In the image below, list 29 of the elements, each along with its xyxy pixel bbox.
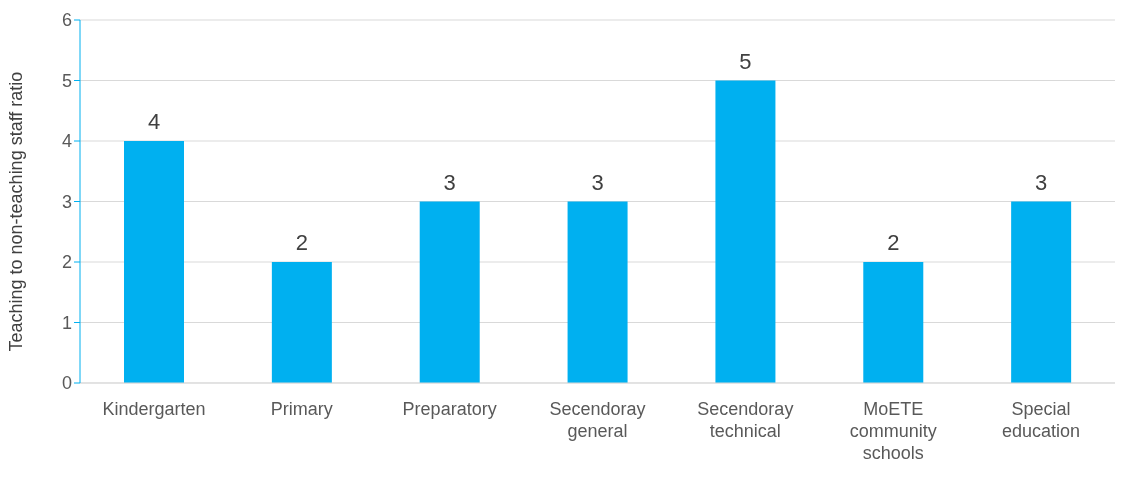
data-label: 2 bbox=[887, 230, 900, 255]
y-tick-label: 2 bbox=[61, 252, 72, 273]
x-tick-label: Kindergarten bbox=[102, 399, 206, 419]
x-tick-label: Secendoray general bbox=[549, 399, 646, 441]
data-label: 3 bbox=[1035, 169, 1048, 195]
y-tick-label: 1 bbox=[61, 312, 72, 333]
data-label: 5 bbox=[739, 48, 752, 74]
y-axis-title: Teaching to non-teaching staff ratio bbox=[6, 71, 27, 352]
bar bbox=[419, 201, 480, 383]
x-tick-label: Primary bbox=[270, 399, 333, 419]
y-tick-label: 3 bbox=[61, 191, 72, 212]
y-tick-label: 4 bbox=[61, 131, 72, 152]
data-label: 4 bbox=[147, 109, 161, 134]
bar bbox=[567, 201, 628, 383]
y-tick-label: 6 bbox=[61, 10, 72, 31]
data-label: 3 bbox=[443, 169, 456, 195]
x-tick-label: Preparatory bbox=[402, 399, 497, 419]
bar bbox=[863, 262, 924, 383]
bar bbox=[715, 80, 776, 383]
x-tick-label: Secendoray technical bbox=[697, 399, 794, 441]
bar bbox=[271, 262, 332, 383]
bar bbox=[124, 141, 184, 383]
y-tick-label: 0 bbox=[61, 373, 72, 394]
data-label: 2 bbox=[295, 230, 308, 255]
bar bbox=[1011, 201, 1072, 383]
x-tick-label: Special education bbox=[1002, 399, 1081, 441]
y-tick-label: 5 bbox=[61, 70, 72, 91]
x-tick-label: MoETE community schools bbox=[849, 399, 937, 463]
data-label: 3 bbox=[591, 169, 604, 195]
